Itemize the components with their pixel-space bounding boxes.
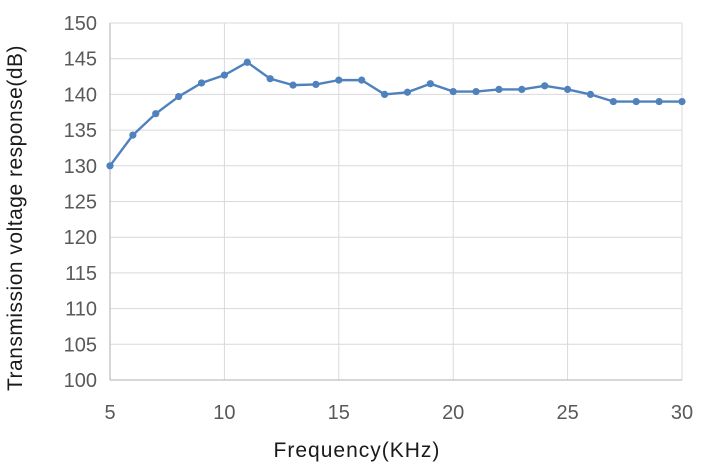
- data-point: [312, 80, 320, 89]
- data-point: [678, 97, 686, 106]
- y-tick-label: 100: [64, 370, 97, 392]
- data-point: [289, 81, 297, 89]
- x-tick-label: 25: [556, 402, 578, 424]
- data-point: [472, 87, 480, 96]
- data-point: [609, 97, 617, 106]
- data-point: [175, 92, 183, 101]
- data-point: [541, 82, 549, 90]
- y-axis-title: Transmission voltage response(dB): [4, 44, 27, 392]
- data-point: [152, 110, 160, 118]
- data-point: [495, 85, 503, 94]
- y-tick-label: 130: [64, 156, 97, 178]
- data-point: [335, 76, 343, 84]
- data-point: [380, 90, 389, 98]
- y-tick-label: 120: [64, 227, 97, 249]
- data-point: [518, 85, 526, 94]
- data-point: [426, 80, 434, 88]
- x-tick-label: 15: [328, 402, 350, 424]
- data-point: [632, 97, 640, 106]
- x-tick-label: 30: [671, 402, 693, 424]
- y-tick-label: 115: [65, 263, 97, 285]
- x-tick-label: 20: [442, 402, 464, 424]
- data-point: [564, 85, 572, 94]
- data-point: [220, 71, 228, 79]
- y-tick-label: 150: [64, 13, 97, 35]
- y-tick-label: 105: [64, 334, 97, 356]
- y-tick-label: 145: [64, 49, 97, 71]
- x-tick-label: 5: [104, 402, 115, 424]
- data-point: [403, 88, 412, 96]
- y-tick-label: 125: [64, 192, 97, 214]
- x-tick-label: 10: [213, 402, 235, 424]
- data-point: [197, 79, 206, 87]
- data-point: [358, 76, 366, 84]
- data-point: [106, 162, 114, 170]
- data-point: [449, 87, 457, 96]
- data-point: [266, 75, 274, 83]
- y-tick-label: 135: [64, 120, 97, 142]
- y-tick-label: 140: [64, 84, 97, 106]
- data-point: [586, 90, 595, 98]
- data-point: [655, 97, 663, 106]
- x-axis-title: Frequency(KHz): [273, 439, 441, 462]
- data-point: [243, 58, 251, 66]
- y-tick-label: 110: [65, 299, 97, 321]
- data-line: [108, 61, 684, 168]
- data-point: [129, 131, 137, 139]
